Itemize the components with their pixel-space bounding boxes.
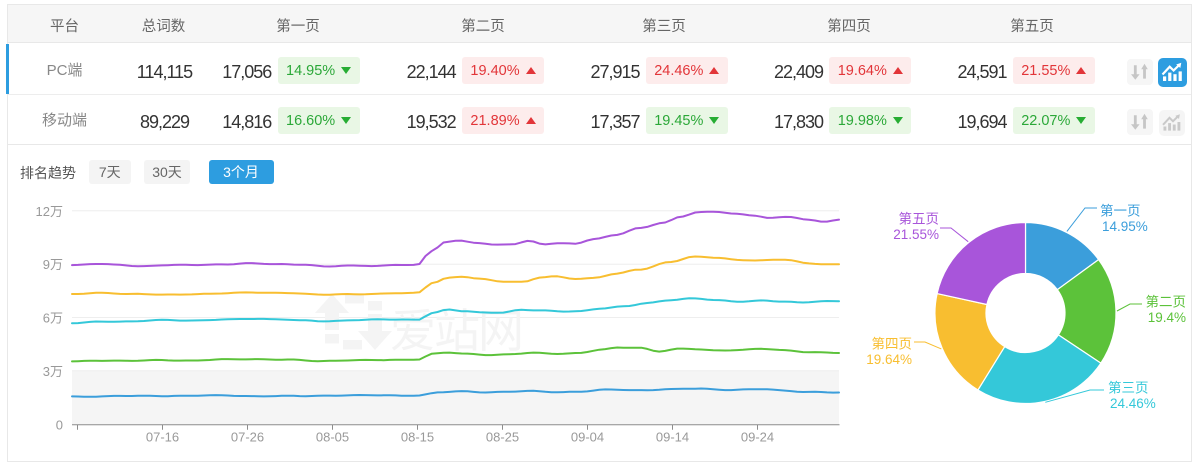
svg-text:24.46%: 24.46% bbox=[1110, 396, 1156, 411]
svg-text:第五页: 第五页 bbox=[899, 211, 940, 227]
svg-text:第一页: 第一页 bbox=[1100, 203, 1141, 219]
svg-text:第二页: 第二页 bbox=[1146, 294, 1187, 310]
svg-text:9万: 9万 bbox=[43, 257, 63, 272]
svg-text:14.95%: 14.95% bbox=[1102, 219, 1148, 234]
svg-text:爱站网: 爱站网 bbox=[390, 305, 522, 357]
svg-text:19.64%: 19.64% bbox=[866, 352, 912, 367]
svg-text:08-05: 08-05 bbox=[316, 430, 349, 445]
svg-text:第四页: 第四页 bbox=[872, 336, 913, 352]
svg-text:6万: 6万 bbox=[43, 311, 63, 326]
svg-text:09-14: 09-14 bbox=[656, 430, 689, 445]
svg-text:0: 0 bbox=[56, 417, 63, 432]
svg-text:07-16: 07-16 bbox=[146, 430, 179, 445]
svg-text:09-04: 09-04 bbox=[571, 430, 604, 445]
svg-text:3万: 3万 bbox=[43, 364, 63, 379]
svg-text:08-25: 08-25 bbox=[486, 430, 519, 445]
svg-text:07-26: 07-26 bbox=[231, 430, 264, 445]
svg-text:第三页: 第三页 bbox=[1108, 380, 1149, 396]
svg-text:12万: 12万 bbox=[36, 204, 63, 219]
svg-text:21.55%: 21.55% bbox=[893, 227, 939, 242]
svg-text:09-24: 09-24 bbox=[741, 430, 774, 445]
svg-text:08-15: 08-15 bbox=[401, 430, 434, 445]
svg-text:19.4%: 19.4% bbox=[1148, 310, 1186, 325]
